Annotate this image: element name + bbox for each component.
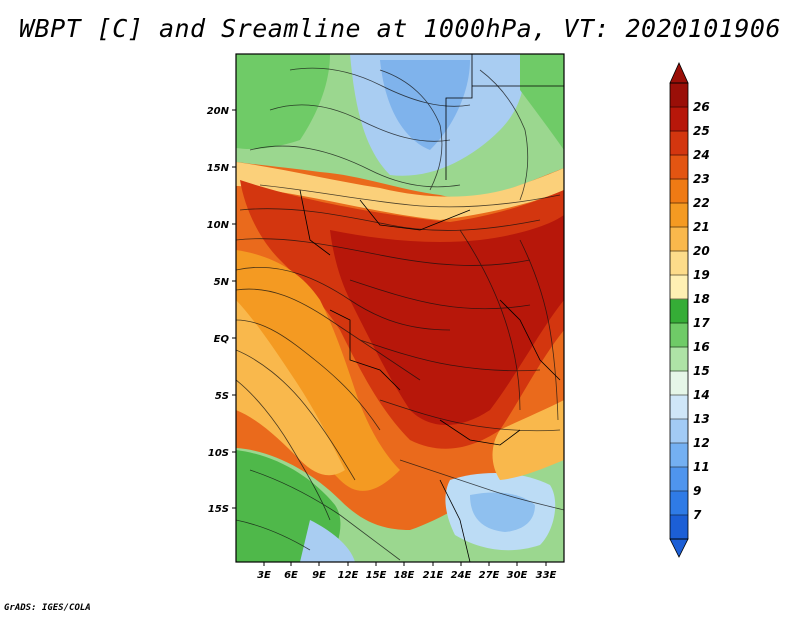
- colorbar-label: 18: [693, 292, 710, 306]
- colorbar-label: 17: [693, 316, 710, 330]
- colorbar-segment: [670, 347, 688, 372]
- colorbar: 7 9 11 12 13 14 15 16 17 18 19 20 21 22 23 24 25 26: [669, 62, 710, 558]
- colorbar-segment: [670, 323, 688, 348]
- colorbar-label: 9: [693, 484, 701, 498]
- colorbar-segment: [670, 83, 688, 108]
- colorbar-segment: [670, 299, 688, 324]
- colorbar-label: 14: [693, 388, 710, 402]
- wbpt-field: [236, 54, 564, 562]
- colorbar-frame: [669, 82, 689, 540]
- colorbar-label: 21: [693, 220, 710, 234]
- map-title: WBPT [C] and Sreamline at 1000hPa, VT: 2…: [18, 14, 781, 43]
- longitude-axis: 3E 6E 9E 12E 15E 18E 21E 24E 27E 30E 33E: [257, 562, 557, 581]
- colorbar-segment: [670, 419, 688, 444]
- colorbar-segment: [670, 179, 688, 204]
- colorbar-label: 12: [693, 436, 710, 450]
- colorbar-label: 20: [693, 244, 710, 258]
- lon-tick-label: 33E: [536, 570, 557, 581]
- colorbar-segment: [670, 443, 688, 468]
- footer-credit: GrADS: IGES/COLA: [4, 603, 91, 613]
- colorbar-label: 24: [693, 148, 710, 162]
- colorbar-segment: [670, 515, 688, 540]
- colorbar-label: 25: [693, 124, 710, 138]
- colorbar-segment: [670, 275, 688, 300]
- lat-tick-label: 15N: [207, 163, 230, 174]
- lat-tick-label: 5N: [214, 277, 230, 288]
- lat-tick-label: 5S: [215, 391, 229, 402]
- lon-tick-label: 15E: [366, 570, 387, 581]
- lon-tick-label: 3E: [257, 570, 271, 581]
- colorbar-label: 23: [693, 172, 710, 186]
- lat-tick-label: 20N: [207, 106, 230, 117]
- lat-tick-label: 10N: [207, 220, 230, 231]
- colorbar-label: 19: [693, 268, 710, 282]
- colorbar-top-arrow: [669, 62, 689, 84]
- colorbar-segment: [670, 371, 688, 396]
- colorbar-segment: [670, 395, 688, 420]
- colorbar-label: 26: [693, 100, 710, 114]
- colorbar-segment: [670, 131, 688, 156]
- colorbar-label: 22: [693, 196, 710, 210]
- lon-tick-label: 6E: [284, 570, 298, 581]
- colorbar-segment: [670, 251, 688, 276]
- colorbar-bottom-arrow: [669, 538, 689, 558]
- colorbar-segment: [670, 203, 688, 228]
- lat-tick-label: EQ: [214, 334, 230, 345]
- colorbar-label: 16: [693, 340, 710, 354]
- colorbar-label: 13: [693, 412, 710, 426]
- colorbar-label: 11: [693, 460, 710, 474]
- lon-tick-label: 12E: [338, 570, 359, 581]
- lon-tick-label: 21E: [423, 570, 444, 581]
- map-frame: [235, 53, 565, 563]
- lat-tick-label: 10S: [208, 448, 229, 459]
- lon-tick-label: 24E: [451, 570, 472, 581]
- lon-tick-label: 9E: [312, 570, 326, 581]
- lon-tick-label: 30E: [507, 570, 528, 581]
- lon-tick-label: 27E: [479, 570, 500, 581]
- lat-tick-label: 15S: [208, 504, 229, 515]
- colorbar-label: 7: [693, 508, 702, 522]
- latitude-axis: 20N 15N 10N 5N EQ 5S 10S 15S: [207, 106, 236, 515]
- colorbar-segment: [670, 491, 688, 516]
- colorbar-segment: [670, 107, 688, 132]
- colorbar-segment: [670, 155, 688, 180]
- colorbar-segment: [670, 467, 688, 492]
- lon-tick-label: 18E: [394, 570, 415, 581]
- colorbar-label: 15: [693, 364, 710, 378]
- colorbar-segment: [670, 227, 688, 252]
